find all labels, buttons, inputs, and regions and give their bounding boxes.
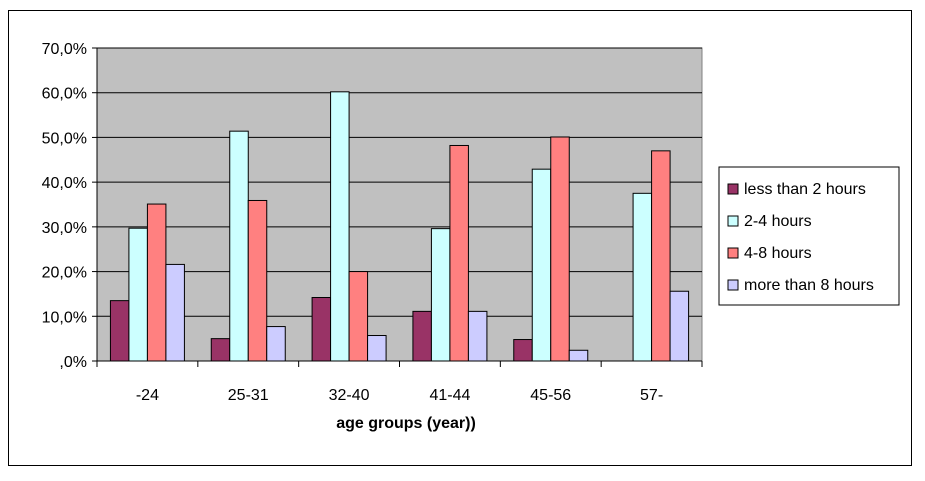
bars: [109, 91, 690, 362]
y-tick-label: 30,0%: [42, 220, 87, 237]
x-axis-title: age groups (year)): [336, 415, 476, 432]
bar: [651, 150, 671, 362]
legend-label: 4-8 hours: [744, 245, 812, 262]
bar: [210, 338, 231, 362]
bar: [632, 192, 653, 362]
bar: [550, 136, 570, 362]
bar: [449, 144, 469, 362]
x-tick-labels: -24 25-31 32-40 41-44 45-56 57-: [136, 387, 663, 404]
axes: [96, 48, 703, 367]
bar: [266, 326, 286, 362]
x-tick-label: 41-44: [429, 387, 470, 404]
y-tick-label: 60,0%: [42, 86, 87, 103]
bar: [109, 300, 130, 362]
bar: [311, 297, 332, 362]
x-tick-label: 25-31: [228, 387, 269, 404]
bar: [531, 168, 552, 362]
bar: [412, 310, 432, 362]
bar: [669, 290, 690, 362]
y-tick-label: 40,0%: [42, 175, 87, 192]
x-tick-label: -24: [136, 387, 159, 404]
legend-label: less than 2 hours: [744, 181, 866, 198]
bar: [348, 271, 369, 362]
bar: [128, 227, 148, 362]
bar: [165, 263, 185, 362]
bar: [513, 339, 533, 362]
bar: [229, 130, 249, 362]
legend-swatch: [727, 215, 739, 227]
gridlines: [92, 47, 702, 362]
y-tick-label: 70,0%: [42, 41, 87, 58]
bar: [568, 349, 589, 362]
legend-swatch: [727, 279, 739, 291]
bar: [367, 335, 387, 362]
y-tick-label: ,0%: [59, 354, 87, 371]
y-tick-labels: 70,0% 60,0% 50,0% 40,0% 30,0% 20,0% 10,0% ,0%: [42, 41, 87, 371]
legend-swatch: [727, 247, 739, 259]
legend: less than 2 hours 2-4 hours 4-8 hours more …: [727, 181, 874, 294]
x-tick-label: 57-: [640, 387, 663, 404]
bar: [146, 203, 167, 362]
x-tick-label: 32-40: [329, 387, 370, 404]
y-tick-label: 20,0%: [42, 265, 87, 282]
bar: [430, 228, 451, 362]
bar: [467, 310, 488, 362]
legend-box: [718, 166, 900, 306]
x-tick-label: 45-56: [530, 387, 571, 404]
y-tick-label: 10,0%: [42, 309, 87, 326]
legend-label: more than 8 hours: [744, 277, 874, 294]
y-tick-label: 50,0%: [42, 130, 87, 147]
bar: [247, 199, 268, 362]
bar: [330, 91, 350, 362]
legend-swatch: [727, 183, 739, 195]
plot-area: [96, 47, 703, 362]
legend-label: 2-4 hours: [744, 213, 812, 230]
